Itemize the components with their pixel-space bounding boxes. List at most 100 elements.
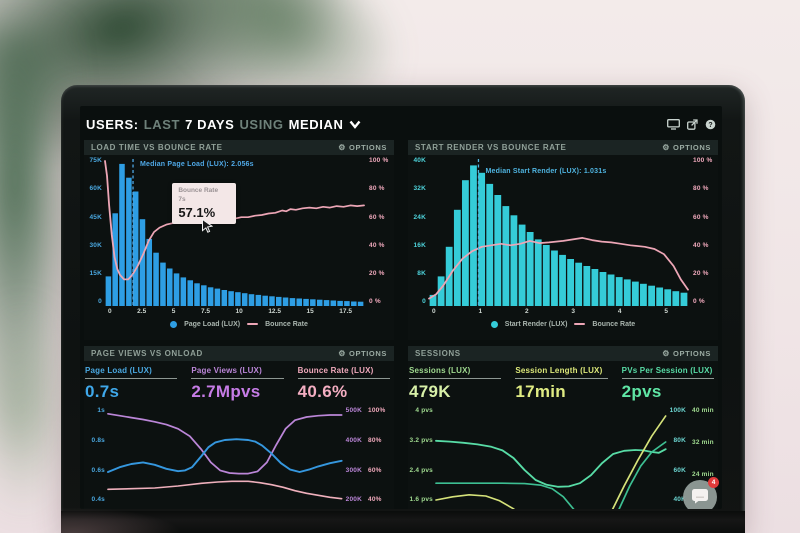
display-icon[interactable] bbox=[667, 118, 680, 130]
metric-label: PVs Per Session (LUX) bbox=[621, 366, 714, 379]
y-axis-left: 1s 0.8s 0.6s 0.4s bbox=[84, 407, 108, 504]
page-views-chart: 1s 0.8s 0.6s 0.4s 500K 400K 300K 200K 100% 80% 6… bbox=[84, 407, 394, 504]
load-time-chart: 75K 60K 45K 30K 15K 0 Median Page Load (LUX):… bbox=[84, 157, 394, 306]
panel-title: START RENDER VS BOUNCE RATE bbox=[415, 143, 567, 152]
metric-label: Session Length (LUX) bbox=[515, 366, 608, 379]
gear-icon: ⚙ bbox=[662, 142, 671, 152]
start-render-chart: 40K 32K 24K 16K 8K 0 Median Start Render (LUX… bbox=[408, 157, 718, 307]
metric-page-views: Page Views (LUX) 2.7Mpvs bbox=[191, 366, 284, 402]
sessions-chart: 4 pvs 3.2 pvs 2.4 pvs 1.6 pvs 100K 80K 60K 40K… bbox=[408, 407, 718, 509]
days-label: 7 DAYS bbox=[185, 116, 235, 132]
tick-label: 100 % bbox=[369, 157, 389, 164]
mouse-cursor-icon bbox=[201, 218, 214, 235]
panel-load-time-header: LOAD TIME VS BOUNCE RATE ⚙ OPTIONS bbox=[84, 140, 394, 155]
tick-label: 400K bbox=[345, 436, 362, 444]
panel-sessions: SESSIONS ⚙ OPTIONS Sessions (LUX) 479K S… bbox=[408, 346, 718, 509]
legend-dot-icon bbox=[170, 320, 178, 328]
gear-icon: ⚙ bbox=[662, 348, 671, 358]
tick-label: 5 bbox=[664, 308, 668, 315]
metric-row: Sessions (LUX) 479K Session Length (LUX)… bbox=[408, 361, 718, 406]
tick-label: 5 bbox=[171, 308, 176, 315]
tick-label: 32 min bbox=[692, 439, 714, 446]
tick-label: 20 % bbox=[369, 270, 385, 278]
y-axis-right: 100 % 80 % 60 % 40 % 20 % 0 % bbox=[688, 157, 718, 306]
using-label: USING bbox=[239, 116, 284, 132]
tooltip-value: 57.1% bbox=[178, 205, 216, 221]
last-label: LAST bbox=[143, 116, 181, 132]
tick-label: 40 min bbox=[692, 407, 714, 414]
plot-area bbox=[107, 408, 343, 504]
tick-label: 20 % bbox=[693, 270, 709, 278]
x-axis: 0 1 2 3 4 5 bbox=[432, 308, 688, 317]
metric-value: 17min bbox=[515, 382, 566, 401]
plant-leaf bbox=[0, 300, 70, 520]
tick-label: 80% bbox=[368, 436, 382, 444]
tick-label: 24 min bbox=[692, 471, 714, 478]
metric-page-load: Page Load (LUX) 0.7s bbox=[85, 366, 178, 402]
tick-label: 40 % bbox=[369, 241, 385, 249]
y-axis-left: 4 pvs 3.2 pvs 2.4 pvs 1.6 pvs bbox=[408, 407, 436, 504]
tick-label: 0 bbox=[432, 308, 436, 315]
median-annotation: Median Page Load (LUX): 2.056s bbox=[139, 161, 254, 168]
tick-label: 1.6 pvs bbox=[409, 496, 433, 504]
panel-page-views: PAGE VIEWS VS ONLOAD ⚙ OPTIONS Page Load… bbox=[84, 346, 394, 509]
svg-text:?: ? bbox=[708, 122, 712, 129]
panel-start-render: START RENDER VS BOUNCE RATE ⚙ OPTIONS 40… bbox=[408, 140, 718, 340]
median-annotation: Median Start Render (LUX): 1.031s bbox=[485, 168, 607, 175]
tick-label: 300K bbox=[345, 466, 362, 474]
share-icon[interactable] bbox=[687, 118, 698, 130]
y-axis-right: 100 % 80 % 60 % 40 % 20 % 0 % bbox=[364, 157, 394, 306]
tick-label: 40% bbox=[368, 496, 382, 504]
tick-label: 40 % bbox=[693, 241, 709, 249]
tick-label: 1s bbox=[97, 407, 105, 414]
tick-label: 16K bbox=[413, 241, 426, 249]
legend-dot-icon bbox=[490, 320, 498, 328]
options-button[interactable]: ⚙ OPTIONS bbox=[338, 142, 387, 152]
y-axis-left: 75K 60K 45K 30K 15K 0 bbox=[84, 157, 105, 306]
metric-value: 2pvs bbox=[621, 382, 662, 401]
chevron-down-icon bbox=[349, 117, 361, 132]
help-icon[interactable]: ? bbox=[705, 119, 716, 130]
metric-value: 479K bbox=[409, 382, 451, 401]
tick-label: 0 bbox=[422, 298, 426, 306]
tick-label: 0 % bbox=[693, 298, 705, 306]
tick-label: 100% bbox=[368, 407, 386, 414]
panel-title: LOAD TIME VS BOUNCE RATE bbox=[91, 143, 223, 152]
laptop: USERS: LAST 7 DAYS USING MEDIAN bbox=[61, 85, 745, 533]
panel-sessions-header: SESSIONS ⚙ OPTIONS bbox=[408, 346, 718, 361]
options-button[interactable]: ⚙ OPTIONS bbox=[662, 348, 711, 358]
metric-pvs-per-session: PVs Per Session (LUX) 2pvs bbox=[621, 366, 714, 402]
tick-label: 15K bbox=[89, 270, 102, 278]
metric-label: Page Views (LUX) bbox=[191, 366, 284, 379]
tick-label: 60K bbox=[89, 185, 102, 193]
metric-session-length: Session Length (LUX) 17min bbox=[515, 366, 608, 402]
options-button[interactable]: ⚙ OPTIONS bbox=[338, 348, 387, 358]
metric-label: Bounce Rate (LUX) bbox=[297, 366, 390, 379]
tick-label: 2.4 pvs bbox=[409, 466, 433, 474]
tick-label: 75K bbox=[89, 157, 102, 164]
panel-page-views-header: PAGE VIEWS VS ONLOAD ⚙ OPTIONS bbox=[84, 346, 394, 361]
users-range-dropdown[interactable]: USERS: LAST 7 DAYS USING MEDIAN bbox=[86, 117, 361, 132]
legend-line-icon bbox=[247, 323, 259, 325]
tick-label: 500K bbox=[345, 407, 362, 414]
tick-label: 0.4s bbox=[91, 496, 105, 504]
header-toolbar: ? bbox=[667, 118, 716, 130]
tick-label: 12.5 bbox=[268, 308, 281, 315]
tooltip-series: Bounce Rate bbox=[178, 187, 219, 195]
chat-bubble-icon bbox=[691, 488, 709, 507]
tick-label: 45K bbox=[89, 213, 102, 221]
legend-label: Start Render (LUX) bbox=[504, 320, 568, 328]
metric-sessions: Sessions (LUX) 479K bbox=[409, 366, 502, 402]
gear-icon: ⚙ bbox=[338, 142, 347, 152]
options-button[interactable]: ⚙ OPTIONS bbox=[662, 142, 711, 152]
metric-value: 0.7s bbox=[85, 382, 120, 401]
tick-label: 80 % bbox=[693, 185, 709, 193]
metric-label: Page Load (LUX) bbox=[85, 366, 178, 379]
tick-label: 8K bbox=[417, 270, 426, 278]
chat-widget-button[interactable]: 4 bbox=[683, 477, 719, 509]
tick-label: 30K bbox=[89, 241, 102, 249]
panel-start-render-header: START RENDER VS BOUNCE RATE ⚙ OPTIONS bbox=[408, 140, 718, 155]
gear-icon: ⚙ bbox=[338, 348, 347, 358]
tick-label: 40K bbox=[413, 157, 426, 164]
